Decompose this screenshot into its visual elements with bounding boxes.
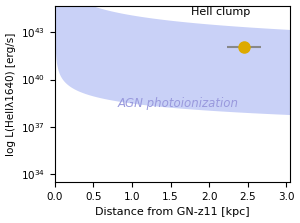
X-axis label: Distance from GN-z11 [kpc]: Distance from GN-z11 [kpc] — [95, 207, 250, 217]
Text: Hell clump: Hell clump — [191, 7, 250, 17]
Y-axis label: log L(HeIIλ1640) [erg/s]: log L(HeIIλ1640) [erg/s] — [6, 32, 16, 156]
Text: AGN photoionization: AGN photoionization — [118, 97, 239, 110]
